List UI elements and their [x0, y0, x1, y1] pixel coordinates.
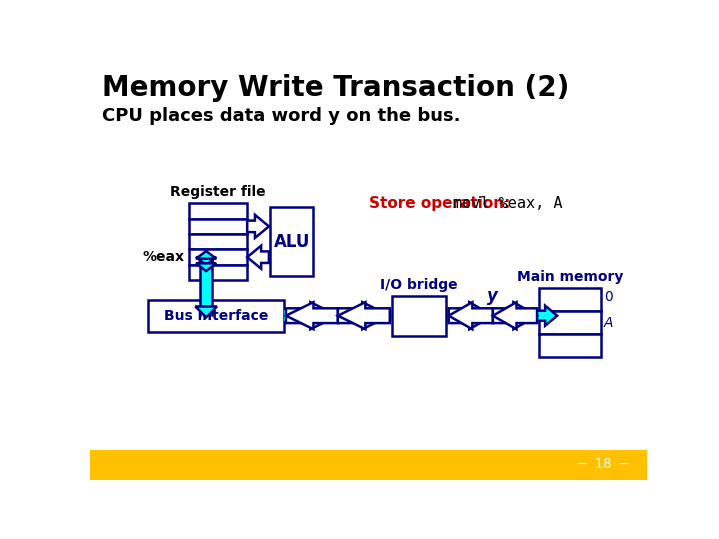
Text: Register file: Register file: [170, 185, 266, 199]
Polygon shape: [196, 251, 216, 259]
Bar: [189, 203, 247, 219]
Bar: [189, 265, 247, 280]
Bar: [189, 234, 247, 250]
Polygon shape: [286, 302, 338, 329]
Bar: [189, 219, 247, 234]
Text: Bus interface: Bus interface: [164, 309, 268, 323]
Text: 0: 0: [604, 289, 613, 303]
Bar: [189, 250, 247, 265]
Bar: [148, 300, 283, 332]
Polygon shape: [338, 302, 390, 329]
Polygon shape: [338, 302, 390, 329]
Bar: [392, 296, 446, 336]
Text: ALU: ALU: [273, 233, 310, 251]
Bar: [283, 310, 555, 321]
Text: y: y: [203, 251, 210, 264]
Polygon shape: [493, 302, 537, 329]
Polygon shape: [196, 264, 216, 271]
Bar: [90, 450, 647, 480]
Bar: [270, 207, 313, 277]
Polygon shape: [536, 306, 557, 326]
Polygon shape: [286, 302, 338, 329]
Polygon shape: [196, 257, 216, 265]
Bar: [200, 257, 212, 315]
Text: CPU places data word y on the bus.: CPU places data word y on the bus.: [101, 107, 460, 125]
Polygon shape: [196, 307, 217, 317]
Text: Main memory: Main memory: [517, 270, 623, 284]
Bar: [539, 334, 601, 357]
Text: y: y: [487, 287, 498, 305]
Polygon shape: [196, 257, 216, 265]
Polygon shape: [493, 302, 537, 329]
Bar: [539, 288, 601, 311]
Text: – 18 –: – 18 –: [578, 457, 628, 471]
Text: %eax: %eax: [142, 250, 185, 264]
Polygon shape: [247, 215, 269, 238]
Text: movl %eax, A: movl %eax, A: [452, 196, 562, 211]
Polygon shape: [247, 246, 269, 269]
Polygon shape: [449, 302, 493, 329]
Text: Memory Write Transaction (2): Memory Write Transaction (2): [101, 74, 569, 102]
Polygon shape: [449, 302, 493, 329]
Text: A: A: [604, 316, 613, 330]
Text: I/O bridge: I/O bridge: [380, 278, 458, 292]
Bar: [539, 311, 601, 334]
Text: Store operation:: Store operation:: [369, 196, 510, 211]
